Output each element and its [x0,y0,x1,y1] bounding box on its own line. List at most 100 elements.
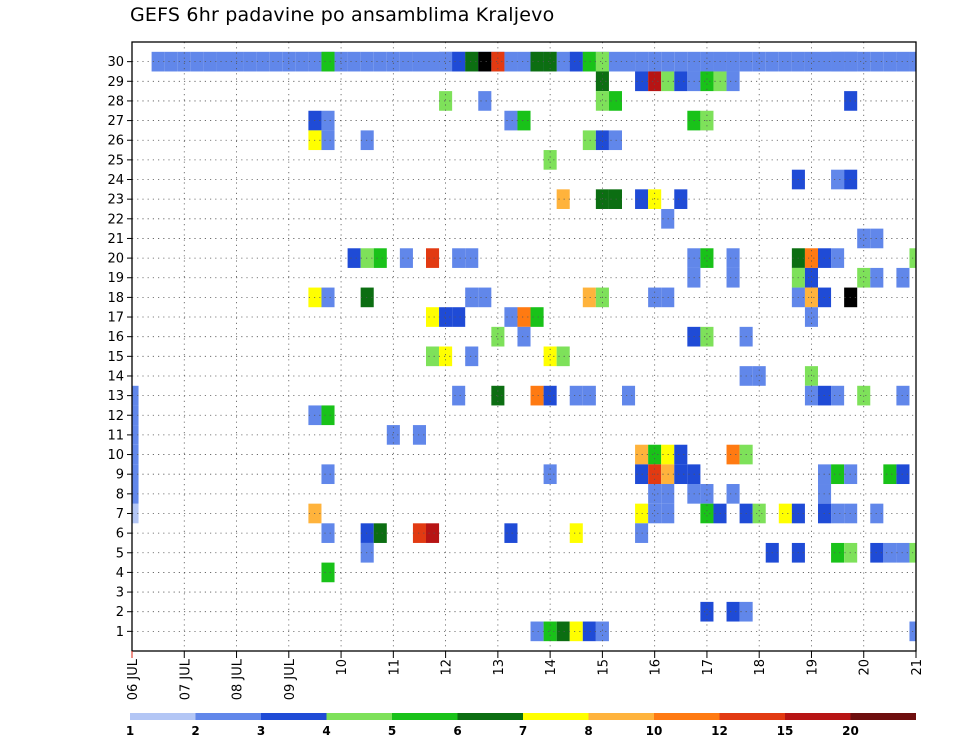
precip-cell [478,51,492,72]
precip-cell [648,71,662,92]
y-tick-label: 4 [116,566,124,581]
precip-cell [804,267,818,288]
precip-cell [517,51,531,72]
precip-cell [439,91,453,111]
precip-cell [269,51,283,72]
y-axis: 1234567891011121314151617181920212223242… [107,55,132,640]
y-tick-label: 20 [107,252,124,267]
precip-cell [321,287,335,308]
legend-label: 2 [191,724,199,738]
precip-cell [478,91,492,111]
precip-cell [831,169,845,190]
x-tick-label: 08 JUL [231,658,246,700]
y-tick-label: 14 [107,369,124,384]
precip-cell [426,248,440,268]
x-tick-label: 07 JUL [178,658,193,700]
precip-cell [700,71,714,92]
precip-cell [648,51,662,72]
precip-cell [321,464,335,485]
precip-cell [412,425,426,445]
precip-cell [543,346,557,367]
precip-cell [831,542,845,563]
precip-cell [517,110,531,131]
x-tick-label: 14 [544,659,559,676]
precip-cell [726,248,740,268]
legend-swatch [392,713,458,720]
y-tick-label: 19 [107,271,124,286]
legend-label: 20 [842,724,859,738]
precip-cell [608,91,622,111]
precip-cell [896,542,910,563]
y-tick-label: 16 [107,330,124,345]
y-tick-label: 10 [107,448,124,463]
precip-cell [857,228,871,249]
precip-cell [452,51,466,72]
precip-cell [804,51,818,72]
chart-title: GEFS 6hr padavine po ansamblima Kraljevo [130,4,555,26]
precip-cell [700,484,714,504]
legend-label: 8 [584,724,592,738]
precip-cell [582,385,596,406]
legend-swatch [523,713,589,720]
y-tick-label: 12 [107,409,124,424]
precip-cell [386,425,400,445]
precip-cell [608,51,622,72]
precip-cell [465,287,479,308]
precip-cell [530,621,544,642]
precip-cell [896,267,910,288]
precip-cell [556,51,570,72]
legend-label: 10 [646,724,663,738]
precip-cell [132,484,139,504]
legend-swatch [130,713,196,720]
y-tick-label: 9 [116,468,124,483]
precip-cell [582,287,596,308]
legend-label: 12 [711,724,728,738]
x-tick-label: 06 JUL [126,658,141,700]
precip-cell [608,189,622,209]
y-tick-label: 18 [107,291,124,306]
precip-cell [595,621,609,642]
precip-cell [569,621,583,642]
precip-cell [831,51,845,72]
legend-label: 15 [777,724,794,738]
y-tick-label: 15 [107,350,124,365]
precip-cell [595,130,609,151]
precip-cell [321,562,335,583]
precip-cell [700,248,714,268]
legend-swatch [654,713,720,720]
precip-cell [321,405,335,426]
precip-cell [452,248,466,268]
precip-cell [399,248,413,268]
precip-cell [674,51,688,72]
precip-cell [321,130,335,151]
y-tick-label: 8 [116,487,124,502]
precip-cell [243,51,257,72]
precip-cell [504,523,518,543]
y-tick-label: 5 [116,546,124,561]
precip-cell [726,51,740,72]
precip-cell [132,425,139,445]
legend-swatch [261,713,327,720]
x-tick-label: 11 [387,659,402,676]
precip-cell [321,51,335,72]
precip-cell [426,51,440,72]
legend-swatch [785,713,851,720]
precip-cell [569,523,583,543]
precip-cell [648,484,662,504]
precip-cell [622,51,636,72]
legend-label: 1 [126,724,134,738]
x-tick-label: 21 [910,659,925,676]
y-tick-label: 13 [107,389,124,404]
precip-cell [857,51,871,72]
precip-cell [347,248,361,268]
precip-cell [896,464,910,485]
precip-cell [674,464,688,485]
precip-cell [465,346,479,367]
precip-cell [504,110,518,131]
precip-cell [857,267,871,288]
precip-cell [543,150,557,170]
y-tick-label: 27 [107,114,124,129]
y-tick-label: 30 [107,55,124,70]
color-legend: 1 2 3 4 5 6 7 8 10 12 15 20 [126,713,916,738]
precip-cell [595,71,609,92]
